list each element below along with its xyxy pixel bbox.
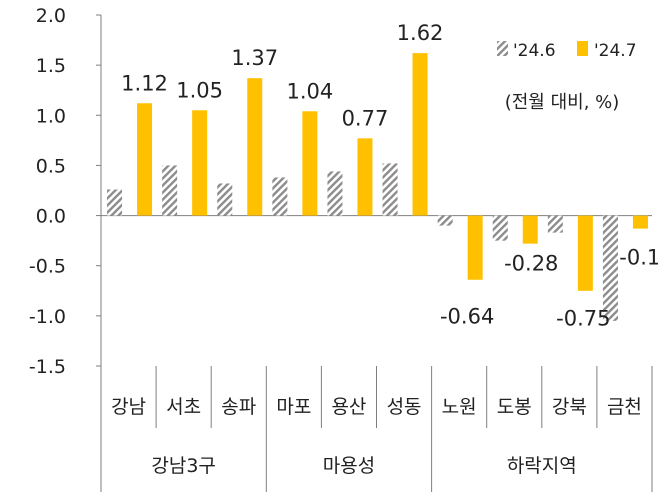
y-tick-label: 0.0 <box>36 206 66 228</box>
bar-24-6 <box>602 215 618 321</box>
x-tick-label: 마포 <box>276 396 311 418</box>
data-label: 1.05 <box>176 78 223 102</box>
unit-note: (전월 대비, %) <box>505 92 620 113</box>
bar-24-7 <box>522 215 538 244</box>
bar-24-7 <box>247 78 263 216</box>
x-tick-label: 강북 <box>552 396 587 418</box>
bar-24-7 <box>467 215 483 280</box>
y-tick-label: 2.0 <box>36 5 66 27</box>
bar-24-7 <box>577 215 593 291</box>
legend-label: '24.7 <box>594 41 637 61</box>
data-label: -0.28 <box>504 252 558 276</box>
bar-24-7 <box>412 53 428 216</box>
x-tick-label: 노원 <box>442 396 477 418</box>
bar-24-6 <box>107 189 123 216</box>
data-label: 1.04 <box>286 79 333 103</box>
bar-24-7 <box>632 215 648 229</box>
x-tick-label: 강남 <box>111 396 146 418</box>
x-tick-label: 성동 <box>387 396 422 418</box>
y-tick-label: 1.5 <box>36 55 66 77</box>
x-tick-label: 송파 <box>221 396 256 418</box>
y-tick-label: 0.5 <box>36 155 66 177</box>
y-tick-label: -0.5 <box>29 256 66 278</box>
bar-24-6 <box>492 215 508 241</box>
legend-swatch-24-7 <box>577 41 588 56</box>
x-tick-label: 도봉 <box>497 396 532 418</box>
x-tick-label: 용산 <box>331 396 366 418</box>
x-tick-label: 금천 <box>607 396 642 418</box>
bar-24-7 <box>137 103 153 216</box>
y-tick-label: -1.0 <box>29 306 66 328</box>
bar-24-6 <box>217 183 233 216</box>
bar-24-6 <box>382 163 398 216</box>
group-label: 하락지역 <box>507 455 577 477</box>
y-tick-label: 1.0 <box>36 105 66 127</box>
data-label: -0.64 <box>440 305 494 329</box>
bar-24-6 <box>547 215 563 233</box>
data-label: 1.37 <box>231 46 278 70</box>
bar-24-6 <box>162 165 178 216</box>
bar-24-6 <box>437 215 453 226</box>
data-label: 1.12 <box>121 71 168 95</box>
legend: '24.6 '24.7 <box>497 41 637 61</box>
data-label: 0.77 <box>342 106 389 130</box>
bar-24-7 <box>192 110 208 216</box>
bar-24-7 <box>302 111 318 216</box>
bar-24-7 <box>357 138 373 216</box>
x-tick-label: 서초 <box>166 396 201 418</box>
legend-label: '24.6 <box>513 41 556 61</box>
data-label: 1.62 <box>397 21 444 45</box>
bar-24-6 <box>327 171 343 216</box>
y-tick-label: -1.5 <box>29 356 66 378</box>
data-label: -0.75 <box>556 307 610 331</box>
bar-24-6 <box>272 177 288 216</box>
legend-swatch-24-6 <box>497 41 508 56</box>
group-label: 강남3구 <box>151 455 216 477</box>
data-label: -0.13 <box>619 246 658 270</box>
group-label: 마용성 <box>323 455 375 477</box>
